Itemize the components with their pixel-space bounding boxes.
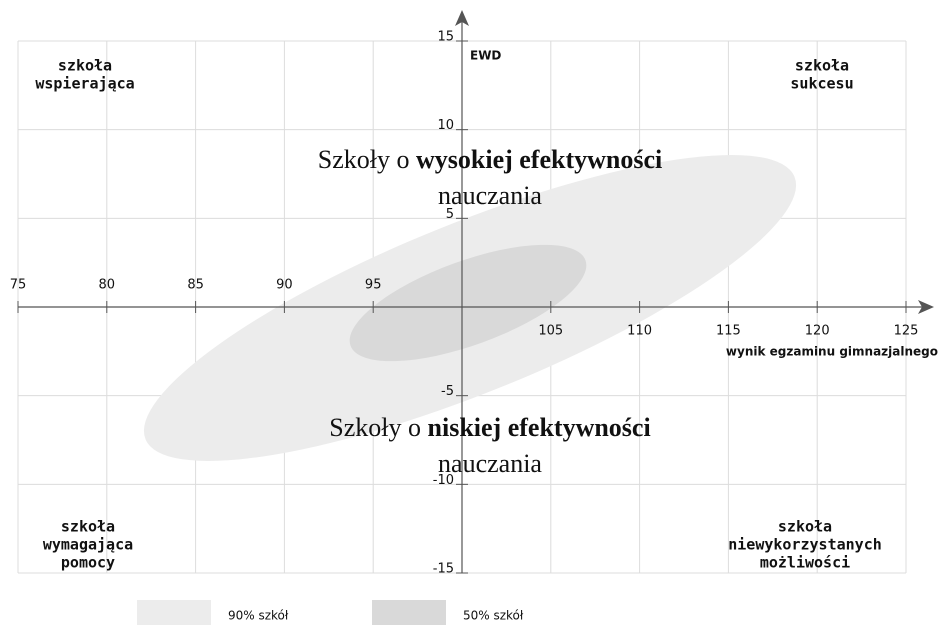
quadrant-label: możliwości <box>760 554 850 572</box>
efficiency-label: Szkoły o wysokiej efektywności <box>318 145 663 174</box>
efficiency-bold: wysokiej efektywności <box>416 145 662 174</box>
region <box>349 244 587 362</box>
quadrant-label: szkoła <box>795 57 849 75</box>
quadrant-label: szkoła <box>778 518 832 536</box>
legend-swatch <box>372 600 446 625</box>
y-tick-label: -5 <box>441 384 454 399</box>
quadrant-label: szkoła <box>61 518 115 536</box>
efficiency-text: Szkoły o <box>329 413 427 442</box>
legend-swatch <box>137 600 211 625</box>
y-arrow <box>455 10 469 26</box>
x-axis-label: wynik egzaminu gimnazjalnego <box>726 345 938 359</box>
y-axis-label: EWD <box>470 49 501 63</box>
quadrant-label: sukcesu <box>790 75 853 93</box>
efficiency-label-end: nauczania <box>438 181 542 210</box>
x-tick-label: 110 <box>627 324 652 339</box>
quadrant-label: wymagająca <box>43 536 133 554</box>
efficiency-label: Szkoły o niskiej efektywności <box>329 413 650 442</box>
efficiency-label-end: nauczania <box>438 449 542 478</box>
quadrant-label: szkoła <box>58 57 112 75</box>
legend-label: 90% szkół <box>228 609 289 623</box>
y-tick-label: 5 <box>446 207 454 222</box>
y-tick-label: 15 <box>437 30 454 45</box>
x-tick-label: 90 <box>276 278 293 293</box>
x-arrow <box>918 300 934 314</box>
x-tick-label: 85 <box>187 278 204 293</box>
legend-label: 50% szkół <box>463 609 524 623</box>
y-tick-label: 10 <box>437 118 454 133</box>
x-tick-label: 105 <box>538 324 563 339</box>
x-tick-label: 75 <box>10 278 27 293</box>
y-tick-label: -10 <box>433 473 454 488</box>
x-tick-label: 125 <box>894 324 919 339</box>
x-tick-label: 120 <box>805 324 830 339</box>
x-tick-label: 115 <box>716 324 741 339</box>
quadrant-label: pomocy <box>61 554 115 572</box>
x-tick-label: 95 <box>365 278 382 293</box>
efficiency-bold: niskiej efektywności <box>428 413 651 442</box>
y-tick-label: -15 <box>433 562 454 577</box>
x-tick-label: 80 <box>99 278 116 293</box>
quadrant-label: wspierająca <box>35 75 134 93</box>
efficiency-text: Szkoły o <box>318 145 416 174</box>
quadrant-label: niewykorzystanych <box>728 536 882 554</box>
